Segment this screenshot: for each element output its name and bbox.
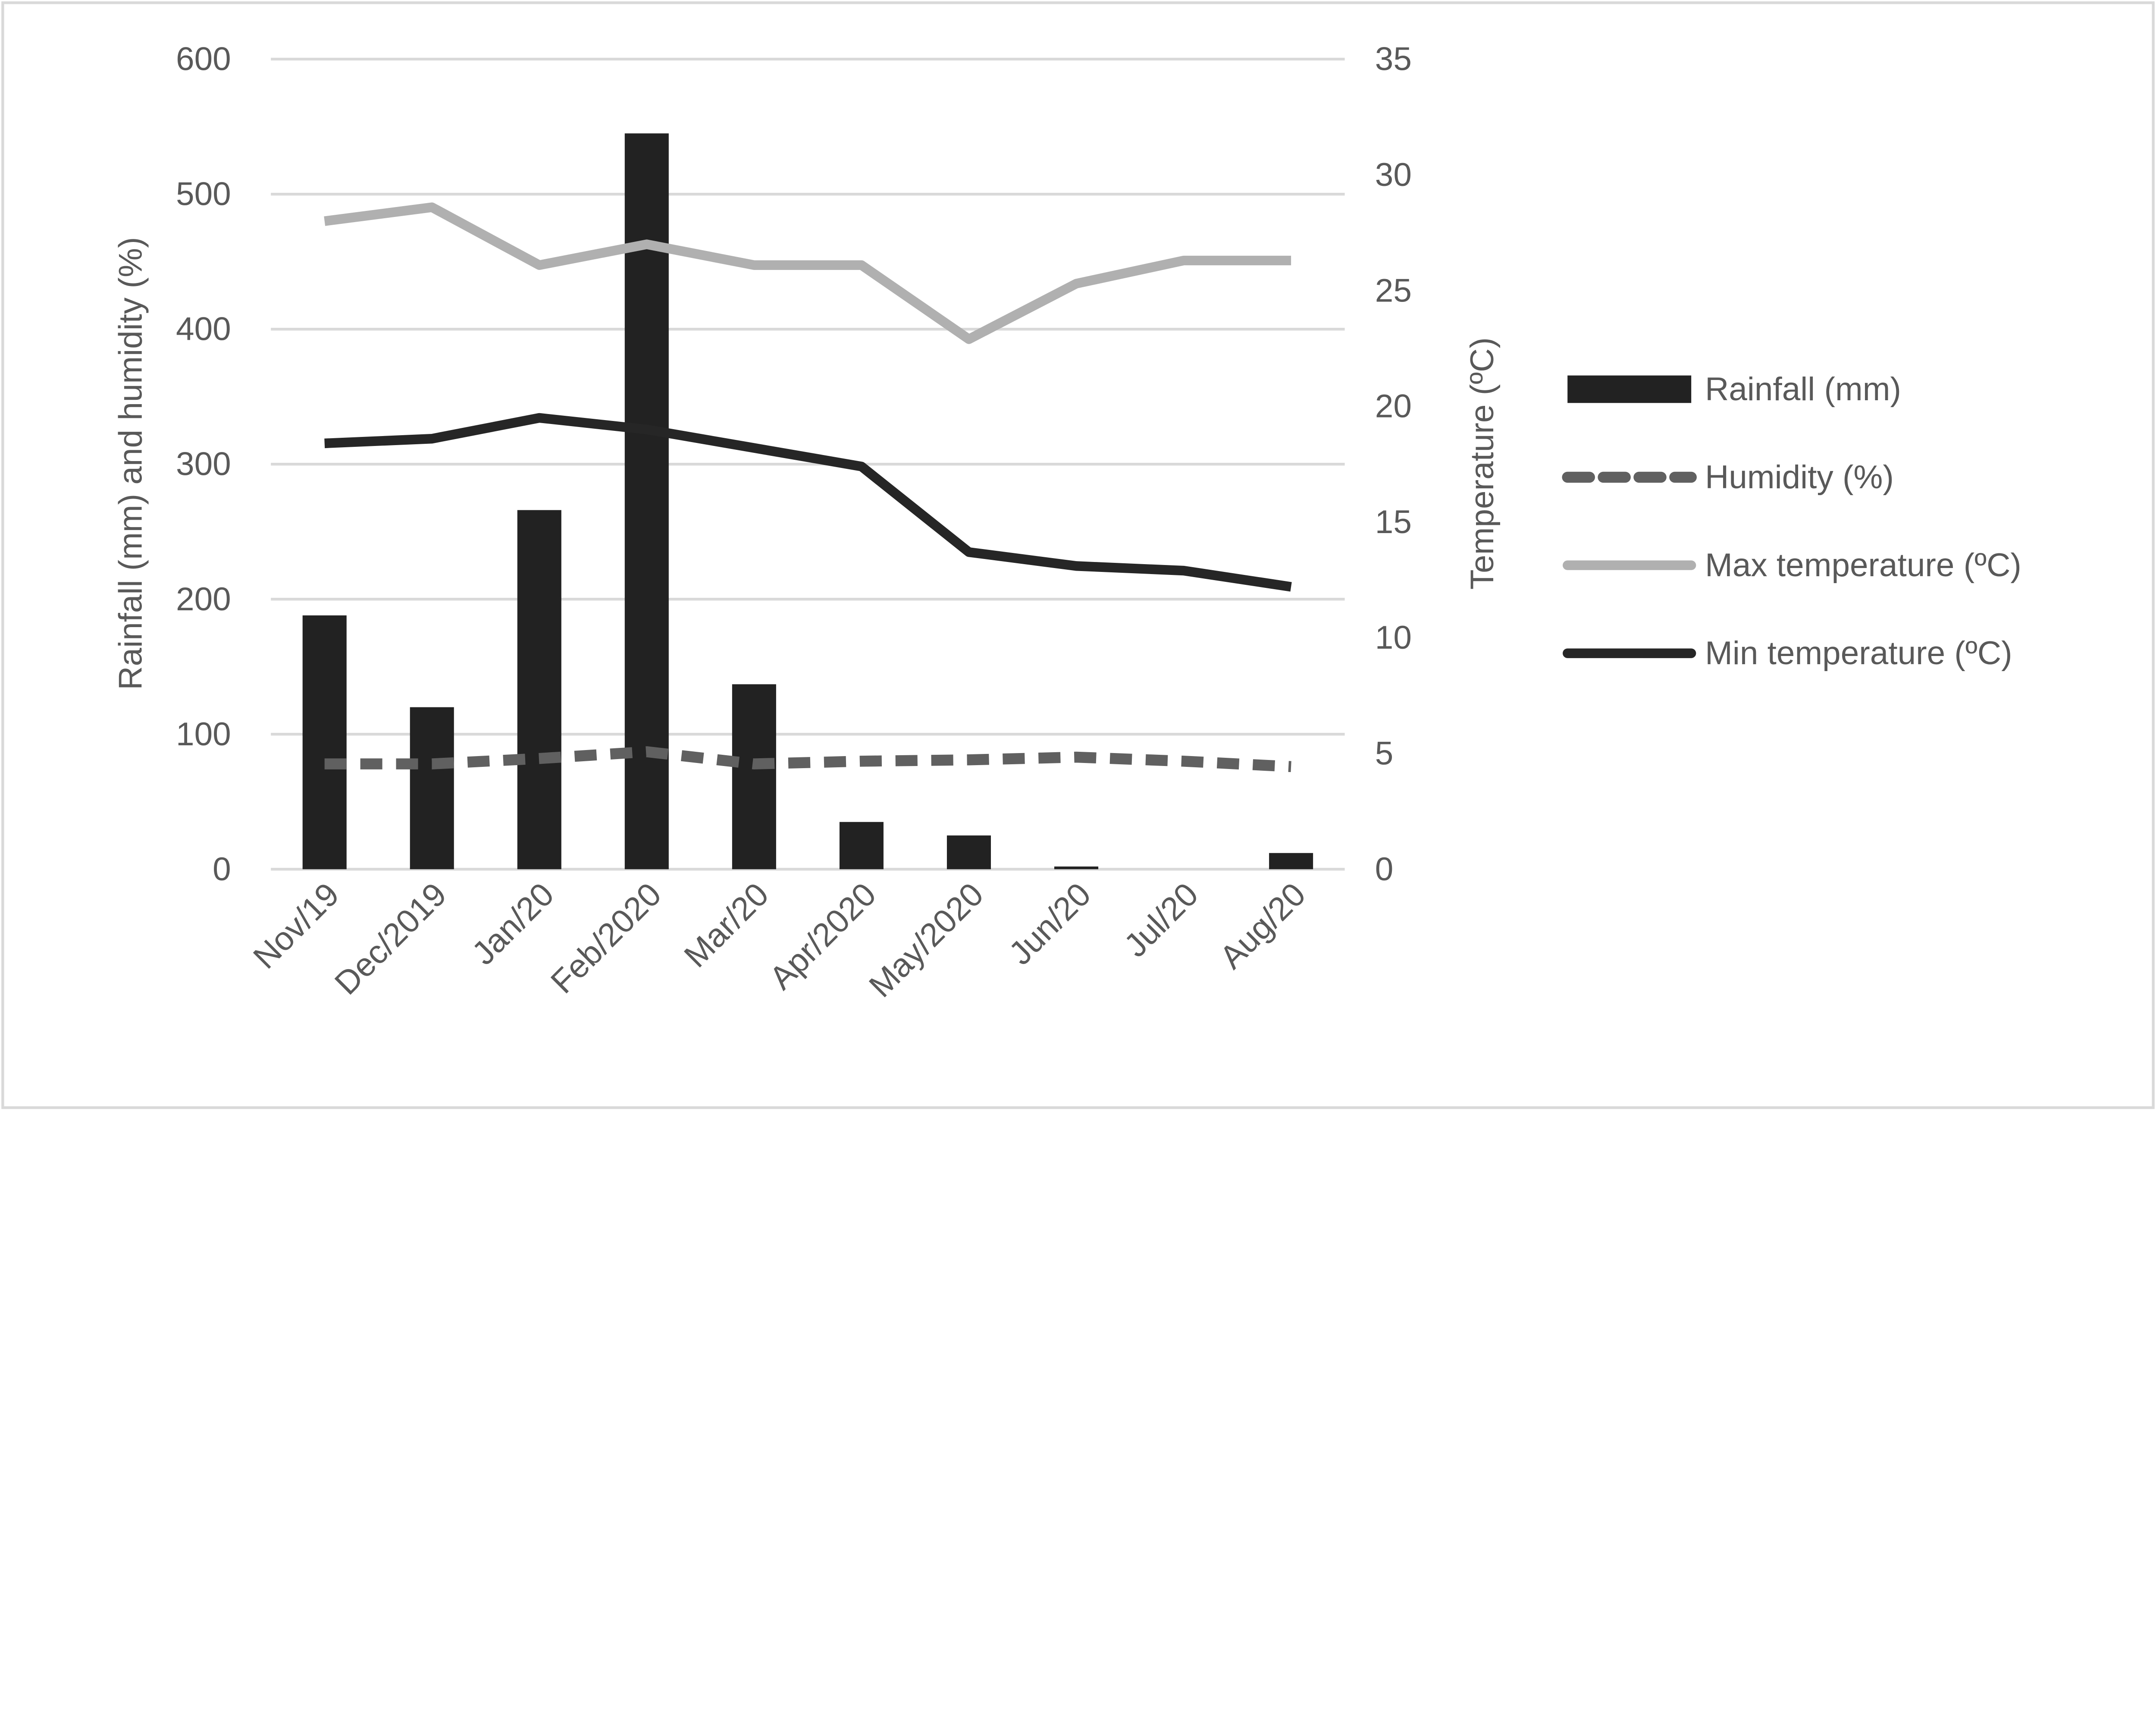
legend-swatch (1567, 375, 1692, 403)
left-tick-label: 400 (176, 311, 231, 348)
rainfall-bars (302, 133, 1313, 870)
rainfall-bar (839, 822, 884, 870)
right-tick-label: 35 (1375, 41, 1412, 78)
right-tick-label: 20 (1375, 388, 1412, 425)
left-tick-label: 300 (176, 446, 231, 483)
left-tick-label: 600 (176, 41, 231, 78)
legend-label: Rainfall (mm) (1705, 371, 1901, 408)
right-tick-label: 0 (1375, 851, 1394, 888)
left-tick-label: 100 (176, 716, 231, 753)
rainfall-bar (1054, 866, 1099, 870)
left-axis-title: Rainfall (mm) and humidity (%) (112, 237, 149, 690)
right-axis-ticks: 0 5 10 15 20 25 30 35 (1375, 41, 1412, 888)
series-line-min-temperature-c- (324, 413, 1292, 592)
left-tick-label: 0 (213, 851, 231, 888)
left-tick-label: 500 (176, 176, 231, 213)
legend-label: Max temperature (ºC) (1705, 547, 2021, 584)
right-tick-label: 25 (1375, 272, 1412, 309)
right-tick-label: 15 (1375, 504, 1412, 540)
right-tick-label: 10 (1375, 619, 1412, 656)
right-tick-label: 30 (1375, 157, 1412, 193)
series-line-humidity- (324, 746, 1291, 772)
left-tick-label: 200 (176, 581, 231, 618)
rainfall-bar (302, 615, 347, 870)
chart-border (1, 1, 2155, 1109)
legend-label: Humidity (%) (1705, 459, 1894, 496)
right-tick-label: 5 (1375, 735, 1394, 772)
left-axis-ticks: 0 100 200 300 400 500 600 (176, 41, 231, 888)
legend: Rainfall (mm) Humidity (%) Max temperature… (1562, 371, 2021, 672)
series-line-max-temperature-c- (324, 202, 1291, 344)
series-lines (324, 202, 1292, 772)
rainfall-bar (732, 684, 776, 870)
rainfall-bar (1269, 853, 1313, 870)
rainfall-bar (946, 835, 991, 870)
right-axis-title: Temperature (ºC) (1464, 337, 1501, 590)
rainfall-bar (410, 707, 454, 870)
rainfall-bar (517, 510, 561, 870)
legend-label: Min temperature (ºC) (1705, 635, 2012, 672)
